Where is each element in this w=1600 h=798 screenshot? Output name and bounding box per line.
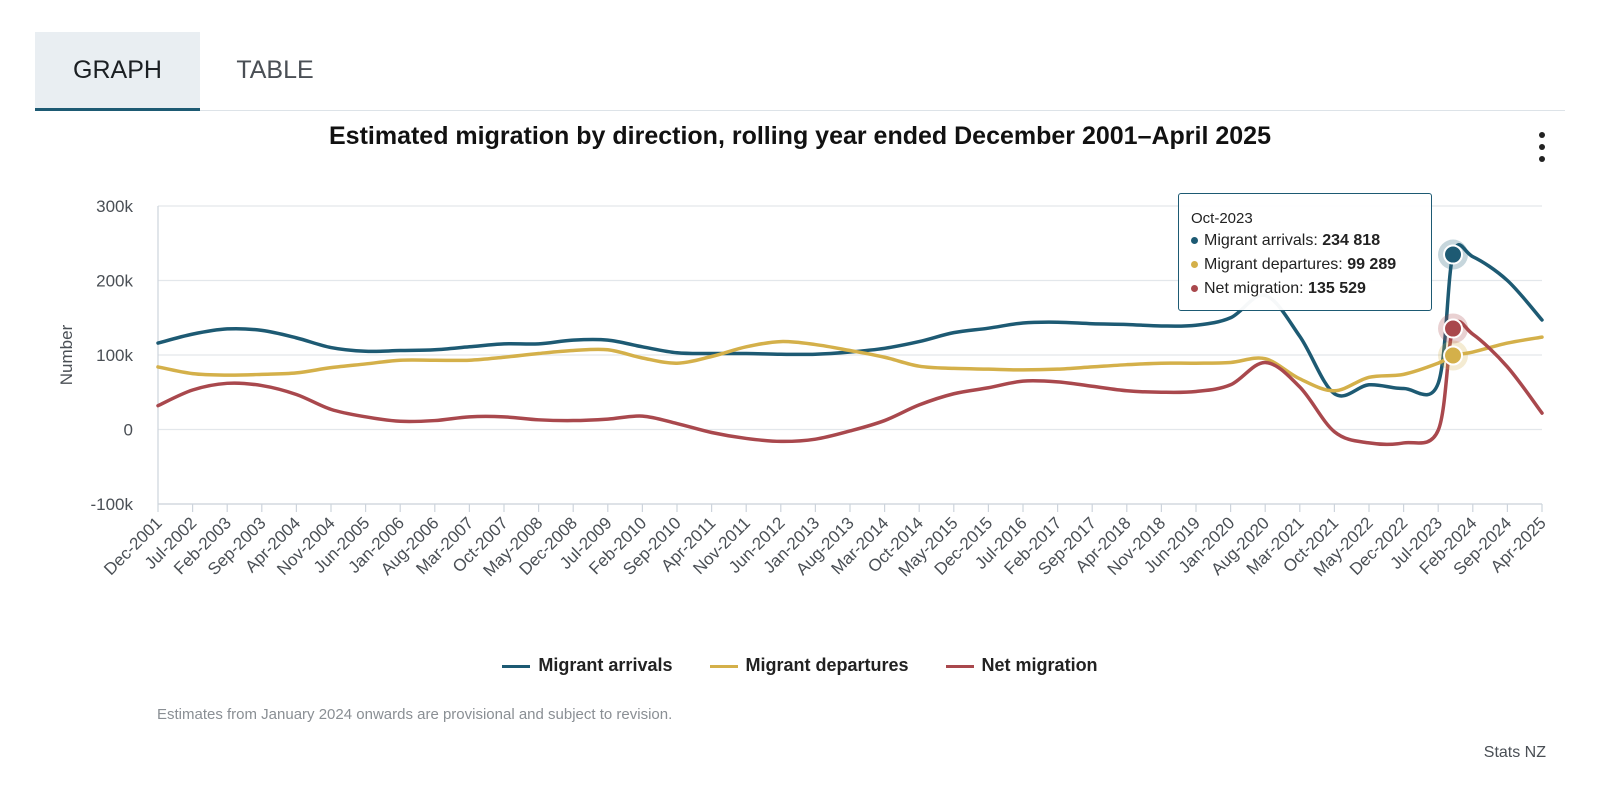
highlight-point-arrivals xyxy=(1443,244,1464,265)
highlight-point-departures xyxy=(1443,345,1464,366)
y-axis-title: Number xyxy=(57,324,76,385)
tab-graph[interactable]: GRAPH xyxy=(35,32,200,111)
series-line-departures xyxy=(156,335,1544,393)
chart-tooltip: Oct-2023 Migrant arrivals: 234 818 Migra… xyxy=(1178,193,1432,311)
dot-icon xyxy=(1191,237,1198,245)
dot-icon xyxy=(1191,261,1198,269)
tooltip-row-departures: Migrant departures: 99 289 xyxy=(1191,256,1396,274)
legend-item-departures[interactable]: Migrant departures xyxy=(709,655,909,676)
chart-legend: Migrant arrivals Migrant departures Net … xyxy=(0,655,1600,676)
legend-item-arrivals[interactable]: Migrant arrivals xyxy=(502,655,672,676)
legend-label: Migrant arrivals xyxy=(538,655,673,675)
more-vertical-icon[interactable] xyxy=(1530,130,1554,166)
tab-bar: GRAPH TABLE xyxy=(35,32,1565,111)
dot-icon xyxy=(1191,285,1198,293)
tooltip-value: 99 289 xyxy=(1347,256,1397,273)
tooltip-row-net: Net migration: 135 529 xyxy=(1191,280,1366,298)
y-tick-label: 100k xyxy=(96,346,133,365)
tooltip-label: Migrant arrivals: xyxy=(1204,232,1323,249)
y-tick-label: 0 xyxy=(124,421,133,440)
tab-table[interactable]: TABLE xyxy=(236,56,314,84)
tooltip-label: Net migration: xyxy=(1204,280,1309,297)
tooltip-label: Migrant departures: xyxy=(1204,256,1348,273)
tooltip-value: 234 818 xyxy=(1322,232,1381,249)
line-chart: -100k0100k200k300kNumberDec-2001Jul-2002… xyxy=(57,197,1550,580)
y-tick-label: 200k xyxy=(96,272,133,291)
chart-title: Estimated migration by direction, rollin… xyxy=(329,122,1271,150)
series-line-arrivals xyxy=(156,243,1544,398)
legend-swatch xyxy=(502,664,531,668)
legend-label: Migrant departures xyxy=(745,655,909,675)
legend-label: Net migration xyxy=(981,655,1098,675)
y-tick-label: -100k xyxy=(90,495,133,514)
tooltip-date: Oct-2023 xyxy=(1191,210,1253,227)
footnote: Estimates from January 2024 onwards are … xyxy=(157,706,673,723)
tooltip-row-arrivals: Migrant arrivals: 234 818 xyxy=(1191,232,1380,250)
legend-item-net[interactable]: Net migration xyxy=(945,655,1098,676)
tooltip-value: 135 529 xyxy=(1308,280,1366,297)
y-tick-label: 300k xyxy=(96,197,133,216)
legend-swatch xyxy=(709,664,738,668)
source-credit: Stats NZ xyxy=(1483,744,1546,761)
legend-swatch xyxy=(945,664,974,668)
series-line-net xyxy=(156,319,1544,447)
highlight-point-net xyxy=(1443,318,1464,339)
